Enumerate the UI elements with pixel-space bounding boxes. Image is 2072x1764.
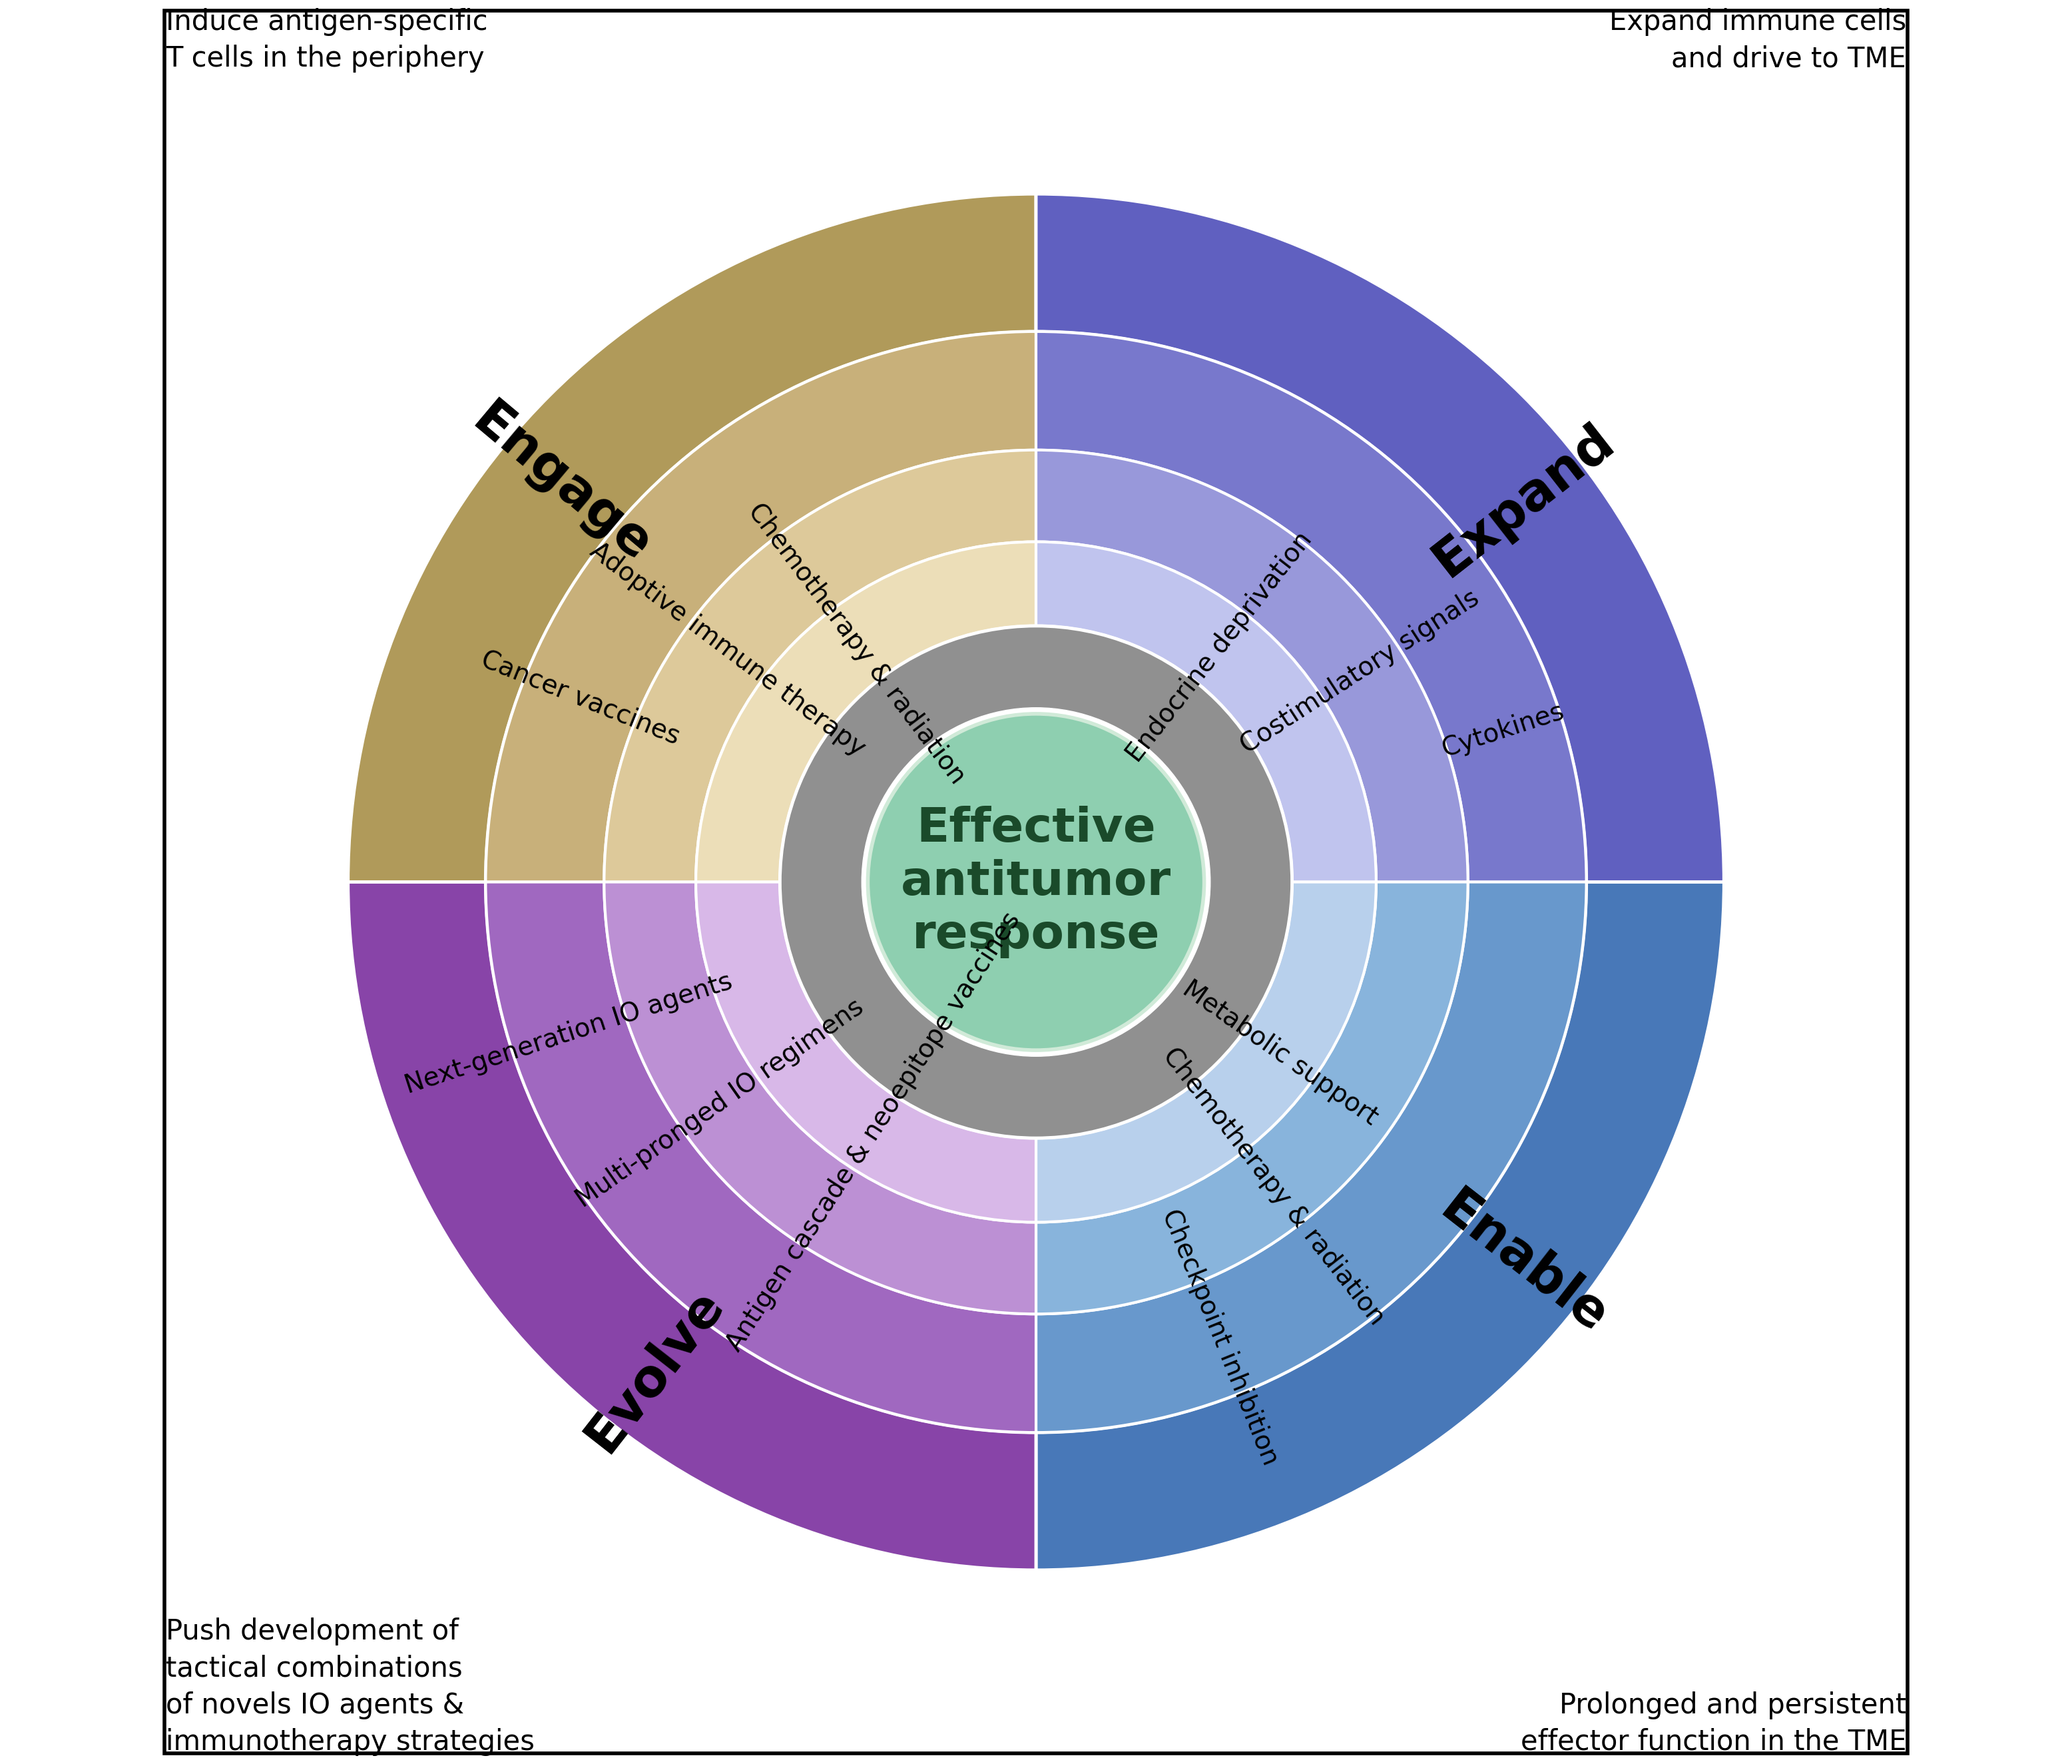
Text: Metabolic support: Metabolic support (1177, 975, 1382, 1131)
Text: Cancer vaccines: Cancer vaccines (479, 647, 684, 750)
Text: Cytokines: Cytokines (1438, 699, 1569, 762)
Wedge shape (1036, 332, 1587, 882)
Wedge shape (779, 626, 1293, 1138)
Wedge shape (696, 882, 1036, 1222)
Text: Push development of
tactical combinations
of novels IO agents &
immunotherapy st: Push development of tactical combination… (166, 1618, 535, 1755)
Wedge shape (485, 332, 1036, 882)
Text: Chemotherapy & radiation: Chemotherapy & radiation (744, 499, 970, 789)
Wedge shape (605, 882, 1036, 1314)
Wedge shape (1036, 882, 1467, 1314)
Text: Effective
antitumor
response: Effective antitumor response (901, 806, 1171, 958)
Text: Multi-pronged IO regimens: Multi-pronged IO regimens (572, 995, 868, 1212)
Wedge shape (696, 542, 1036, 882)
Text: Expand: Expand (1423, 415, 1624, 587)
Text: Costimulatory signals: Costimulatory signals (1235, 586, 1484, 759)
Circle shape (868, 714, 1204, 1050)
Wedge shape (1036, 882, 1724, 1570)
Text: Endocrine deprivation: Endocrine deprivation (1121, 527, 1318, 767)
Text: Enable: Enable (1430, 1182, 1616, 1344)
Wedge shape (348, 882, 1036, 1570)
Text: Chemotherapy & radiation: Chemotherapy & radiation (1158, 1043, 1390, 1330)
Text: Prolonged and persistent
effector function in the TME: Prolonged and persistent effector functi… (1521, 1692, 1906, 1755)
Text: Induce antigen-specific
T cells in the periphery: Induce antigen-specific T cells in the p… (166, 9, 487, 72)
Wedge shape (485, 882, 1036, 1432)
Wedge shape (1036, 194, 1724, 882)
Text: Checkpoint inhibition: Checkpoint inhibition (1156, 1207, 1283, 1469)
Text: Engage: Engage (462, 395, 661, 573)
Text: Expand immune cells
and drive to TME: Expand immune cells and drive to TME (1610, 9, 1906, 72)
Text: Adoptive immune therapy: Adoptive immune therapy (584, 538, 870, 762)
Text: Next-generation IO agents: Next-generation IO agents (402, 968, 736, 1099)
Wedge shape (1036, 882, 1376, 1222)
Wedge shape (862, 707, 1210, 1057)
Text: Evolve: Evolve (576, 1279, 733, 1461)
Wedge shape (1036, 542, 1376, 882)
Wedge shape (1036, 450, 1467, 882)
Text: Antigen cascade & neoepitope vaccines: Antigen cascade & neoepitope vaccines (721, 908, 1026, 1357)
Wedge shape (605, 450, 1036, 882)
Wedge shape (1036, 882, 1587, 1432)
Wedge shape (348, 194, 1036, 882)
